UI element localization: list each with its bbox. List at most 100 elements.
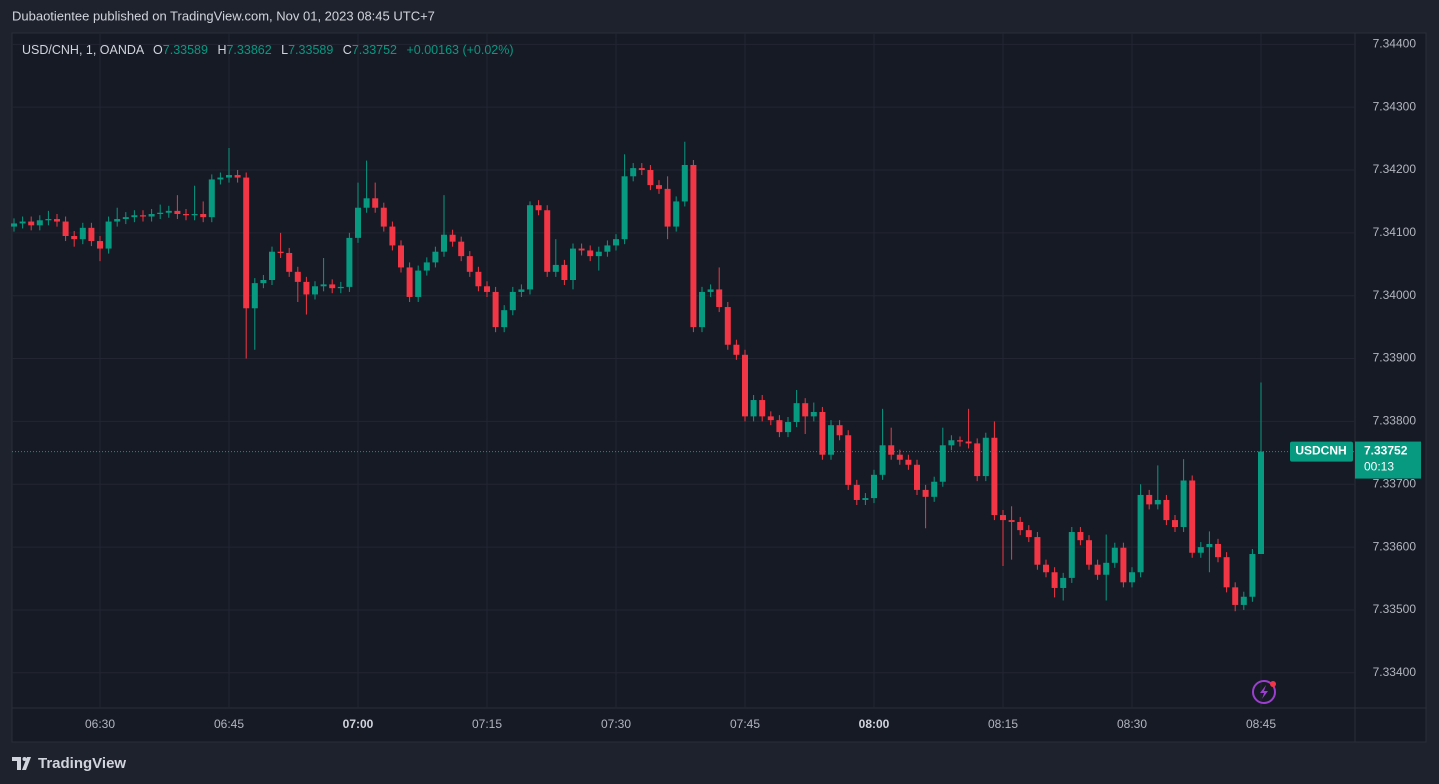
candle-body [552, 264, 559, 272]
candle-body [1206, 543, 1213, 548]
candle-body [1017, 521, 1024, 531]
candle-body [647, 170, 654, 186]
candle-body [423, 262, 430, 271]
candle-body [570, 248, 576, 280]
candle-body [320, 284, 327, 287]
candle-body [914, 464, 920, 490]
candle-body [337, 286, 344, 289]
candle-body [604, 245, 611, 252]
candle-body [88, 227, 95, 242]
candle-body [484, 286, 490, 292]
candle-body [157, 212, 164, 215]
x-tick-label: 07:15 [472, 717, 502, 731]
candle-body [36, 220, 43, 226]
candle-body [896, 454, 903, 460]
candle-body [578, 248, 585, 251]
candle-body [707, 289, 714, 292]
candle-body [974, 443, 981, 477]
countdown-label: 00:13 [1364, 460, 1394, 474]
candles [11, 141, 1264, 612]
x-tick-label: 07:30 [601, 717, 631, 731]
candle-body [793, 403, 800, 423]
candle-body [217, 177, 224, 180]
candle-body [905, 459, 912, 465]
published-note: Dubaotientee published on TradingView.co… [12, 8, 435, 23]
legend-change: +0.00163 (+0.02%) [406, 43, 513, 57]
candle-body [1223, 557, 1230, 588]
candle-body [845, 435, 852, 485]
candle-body [724, 307, 731, 345]
logo-mark [12, 757, 31, 770]
candle-body [613, 239, 619, 246]
candle-body [733, 344, 740, 355]
candle-body [234, 175, 241, 178]
candle-body [1129, 572, 1135, 583]
candle-body [303, 281, 310, 295]
legend-h: H [217, 43, 226, 57]
candle-body [819, 411, 826, 455]
x-tick-label: 07:00 [343, 717, 374, 731]
candle-body [501, 310, 508, 328]
candle-body [509, 291, 516, 311]
candle-body [879, 445, 886, 475]
y-tick-label: 7.33500 [1373, 602, 1417, 616]
candle-body [458, 241, 465, 257]
candle-body [122, 217, 129, 220]
candle-body [79, 227, 86, 240]
candle-body [398, 245, 404, 268]
candle-body [1154, 499, 1161, 505]
chart-frame [11, 32, 1427, 743]
footer-brand: TradingView [38, 755, 126, 772]
grid [12, 33, 1355, 708]
candle-body [767, 416, 774, 421]
candle-body [965, 441, 972, 444]
candle-body [355, 207, 361, 238]
candle-body [200, 214, 207, 218]
candle-body [260, 279, 267, 284]
candle-body [535, 205, 542, 211]
y-tick-label: 7.33900 [1373, 351, 1417, 365]
symbol-label-box [1290, 441, 1353, 462]
y-tick-label: 7.34400 [1373, 36, 1417, 50]
candle-body [1215, 543, 1221, 558]
candle-body [71, 236, 78, 240]
candle-body [561, 264, 568, 280]
candle-body [165, 210, 172, 213]
candle-body [140, 215, 146, 217]
candle-body [656, 185, 662, 189]
candle-body [243, 177, 250, 309]
candle-body [449, 234, 456, 242]
candle-body [836, 425, 843, 436]
alert-icon[interactable] [1252, 680, 1276, 704]
logo-dot [22, 757, 27, 761]
candle-body [251, 283, 258, 309]
candle-body [226, 175, 232, 178]
candle-body [1258, 451, 1264, 555]
candle-body [174, 210, 181, 215]
candle-body [1068, 532, 1075, 578]
legend-high: 7.33862 [226, 43, 271, 57]
alert-dot [1270, 681, 1276, 687]
candle-body [105, 221, 112, 249]
y-tick-label: 7.34200 [1373, 162, 1417, 176]
y-tick-label: 7.33400 [1373, 665, 1417, 679]
candle-body [286, 252, 293, 272]
x-tick-label: 06:45 [214, 717, 244, 731]
candle-body [982, 437, 989, 477]
candle-body [148, 214, 155, 217]
candle-body [1103, 562, 1110, 575]
candle-body [810, 411, 817, 417]
legend-low: 7.33589 [288, 43, 333, 57]
x-tick-label: 08:30 [1117, 717, 1147, 731]
candle-body [45, 219, 52, 221]
candle-body [432, 251, 439, 263]
candle-body [131, 215, 138, 218]
candle-body [1189, 480, 1196, 553]
price-label: 7.33752 [1364, 444, 1408, 458]
candle-body [1172, 520, 1178, 527]
candle-body [922, 489, 929, 497]
candle-body [948, 440, 955, 446]
candle-body [1060, 577, 1067, 588]
